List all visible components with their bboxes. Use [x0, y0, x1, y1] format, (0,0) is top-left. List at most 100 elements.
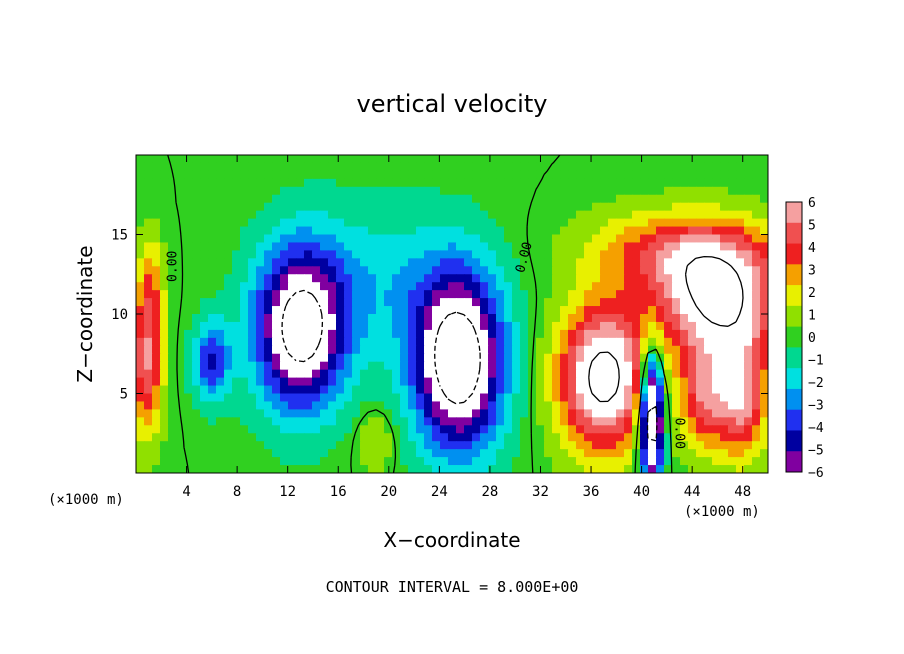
heatmap-cell	[160, 369, 169, 379]
heatmap-cell	[336, 266, 345, 275]
heatmap-cell	[360, 377, 369, 387]
heatmap-cell	[240, 345, 249, 355]
heatmap-cell	[680, 298, 689, 307]
heatmap-cell	[400, 226, 409, 236]
heatmap-cell	[496, 337, 505, 347]
heatmap-cell	[680, 266, 689, 275]
heatmap-cell	[136, 393, 145, 403]
heatmap-cell	[224, 226, 233, 236]
heatmap-cell	[720, 457, 729, 466]
heatmap-cell	[280, 321, 289, 331]
heatmap-cell	[136, 417, 145, 426]
heatmap-cell	[576, 274, 585, 283]
heatmap-cell	[168, 385, 177, 395]
heatmap-cell	[152, 337, 161, 347]
heatmap-cell	[472, 234, 481, 244]
heatmap-cell	[744, 250, 753, 259]
heatmap-cell	[360, 425, 369, 434]
heatmap-cell	[704, 369, 713, 379]
heatmap-cell	[656, 393, 665, 403]
heatmap-cell	[744, 433, 753, 442]
heatmap-cell	[632, 298, 641, 307]
heatmap-cell	[576, 441, 585, 450]
heatmap-cell	[696, 314, 705, 323]
heatmap-cell	[528, 234, 537, 244]
heatmap-cell	[448, 393, 457, 403]
heatmap-cell	[432, 417, 441, 426]
heatmap-cell	[304, 194, 313, 204]
heatmap-cell	[584, 155, 593, 164]
heatmap-cell	[400, 345, 409, 355]
heatmap-cell	[704, 329, 713, 339]
heatmap-cell	[168, 155, 177, 164]
heatmap-cell	[248, 449, 257, 458]
heatmap-cell	[656, 155, 665, 164]
heatmap-cell	[160, 425, 169, 434]
heatmap-cell	[528, 178, 537, 188]
heatmap-cell	[536, 306, 545, 315]
heatmap-cell	[616, 234, 625, 244]
heatmap-cell	[688, 425, 697, 434]
heatmap-cell	[216, 441, 225, 450]
heatmap-cell	[344, 337, 353, 347]
heatmap-cell	[240, 258, 249, 267]
heatmap-cell	[600, 290, 609, 299]
heatmap-cell	[224, 353, 233, 363]
heatmap-cell	[336, 250, 345, 259]
heatmap-cell	[632, 385, 641, 395]
heatmap-cell	[184, 393, 193, 403]
heatmap-cell	[704, 457, 713, 466]
heatmap-cell	[616, 377, 625, 387]
heatmap-cell	[464, 369, 473, 379]
heatmap-cell	[688, 385, 697, 395]
heatmap-cell	[368, 274, 377, 283]
heatmap-cell	[584, 345, 593, 355]
heatmap-cell	[416, 417, 425, 426]
heatmap-cell	[360, 361, 369, 371]
heatmap-cell	[296, 321, 305, 331]
heatmap-cell	[744, 298, 753, 307]
heatmap-cell	[632, 218, 641, 228]
heatmap-cell	[272, 393, 281, 403]
heatmap-cell	[456, 162, 465, 172]
heatmap-cell	[256, 250, 265, 259]
heatmap-cell	[320, 361, 329, 371]
heatmap-cell	[376, 266, 385, 275]
heatmap-cell	[520, 202, 529, 212]
heatmap-cell	[576, 178, 585, 188]
heatmap-cell	[248, 202, 257, 212]
heatmap-cell	[424, 449, 433, 458]
heatmap-cell	[224, 210, 233, 220]
heatmap-cell	[168, 377, 177, 387]
heatmap-cell	[416, 393, 425, 403]
heatmap-cell	[376, 314, 385, 323]
heatmap-cell	[264, 210, 273, 220]
heatmap-cell	[360, 457, 369, 466]
heatmap-cell	[392, 321, 401, 331]
heatmap-cell	[192, 329, 201, 339]
heatmap-cell	[632, 274, 641, 283]
heatmap-cell	[760, 441, 768, 450]
heatmap-cell	[528, 329, 537, 339]
heatmap-cell	[360, 306, 369, 315]
heatmap-cell	[552, 401, 561, 410]
heatmap-cell	[624, 329, 633, 339]
heatmap-cell	[208, 298, 217, 307]
heatmap-cell	[360, 433, 369, 442]
heatmap-cell	[512, 274, 521, 283]
heatmap-cell	[224, 186, 233, 196]
heatmap-cell	[536, 290, 545, 299]
heatmap-cell	[696, 393, 705, 403]
heatmap-cell	[240, 361, 249, 371]
heatmap-cell	[400, 210, 409, 220]
heatmap-cell	[184, 234, 193, 244]
heatmap-cell	[296, 409, 305, 418]
heatmap-cell	[248, 274, 257, 283]
heatmap-cell	[448, 210, 457, 220]
heatmap-cell	[480, 298, 489, 307]
heatmap-cell	[392, 194, 401, 204]
heatmap-cell	[464, 234, 473, 244]
heatmap-cell	[296, 457, 305, 466]
heatmap-cell	[736, 250, 745, 259]
colorbar-label: −6	[808, 466, 824, 481]
